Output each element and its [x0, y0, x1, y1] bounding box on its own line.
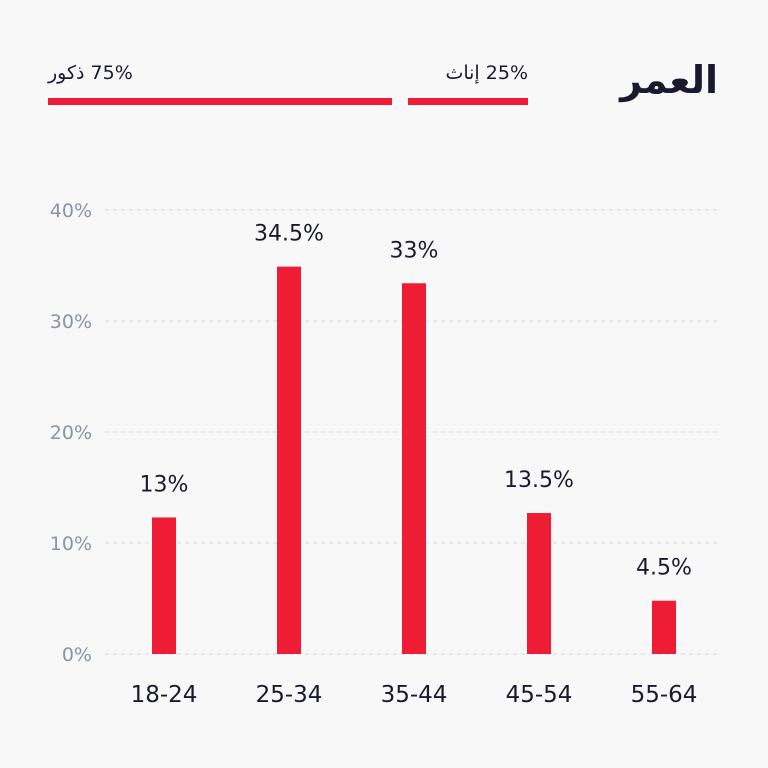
chart-title: العمر [620, 58, 718, 102]
x-tick-label: 35-44 [381, 682, 448, 708]
x-tick-label: 25-34 [256, 682, 323, 708]
x-tick-label: 45-54 [506, 682, 573, 708]
female-share-bar [408, 98, 528, 105]
y-tick-label: 30% [50, 311, 92, 333]
bar-35-44 [402, 283, 426, 654]
male-share-bar [48, 98, 392, 105]
bar-18-24 [152, 517, 176, 654]
bar-25-34 [277, 266, 301, 654]
data-label: 34.5% [254, 222, 324, 247]
y-tick-label: 0% [62, 644, 92, 666]
data-label: 13.5% [504, 468, 574, 493]
y-tick-label: 40% [50, 200, 92, 222]
y-tick-label: 10% [50, 533, 92, 555]
data-label: 4.5% [636, 556, 692, 581]
male-share-label: 75% ذكور [48, 62, 133, 84]
data-label: 33% [390, 238, 439, 263]
y-tick-label: 20% [50, 422, 92, 444]
bar-55-64 [652, 600, 676, 654]
x-tick-label: 55-64 [631, 682, 698, 708]
data-label: 13% [140, 472, 189, 497]
x-tick-label: 18-24 [131, 682, 198, 708]
female-share-label: 25% إناث [445, 62, 528, 84]
bar-45-54 [527, 513, 551, 654]
